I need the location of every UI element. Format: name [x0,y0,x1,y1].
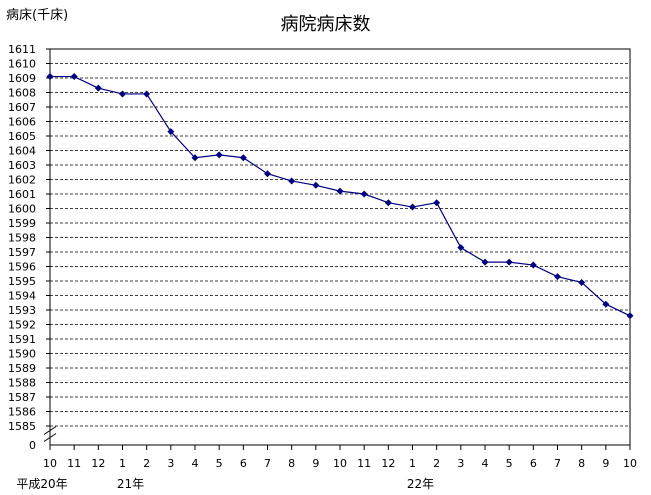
x-tick-label: 1 [409,457,416,470]
y-tick-label: 1590 [8,348,36,361]
y-tick-label: 1591 [8,333,36,346]
data-point [433,199,441,207]
x-tick-label: 2 [143,457,150,470]
y-tick-label: 1589 [8,362,36,375]
y-tick-label: 1606 [8,116,36,129]
era-label: 平成20年 [16,477,67,491]
x-tick-label: 11 [357,457,371,470]
y-tick-label: 1602 [8,174,36,187]
x-tick-label: 11 [67,457,81,470]
data-point [119,90,126,98]
data-point [457,244,465,252]
x-tick-label: 12 [381,457,395,470]
x-tick-label: 2 [433,457,440,470]
x-tick-label: 4 [192,457,199,470]
y-axis-unit-label: 病床(千床) [6,8,69,23]
x-tick-label: 9 [312,457,319,470]
chart-title: 病院病床数 [280,14,371,35]
data-point [288,177,296,185]
x-tick-label: 7 [554,457,561,470]
y-tick-label: 1596 [8,261,36,274]
data-point [94,84,102,92]
era-label: 21年 [117,477,144,491]
plot-area [49,48,631,446]
y-tick-label: 1598 [8,232,36,245]
y-tick-label: 0 [29,439,36,452]
data-point [578,278,586,286]
axis-break-mark [43,426,57,435]
x-tick-label: 8 [578,457,585,470]
x-tick-label: 7 [264,457,271,470]
era-label: 22年 [407,477,434,491]
y-tick-label: 1594 [8,290,36,303]
y-tick-label: 1600 [8,203,36,216]
x-tick-label: 10 [623,457,637,470]
series-line [50,75,631,317]
data-point [312,181,320,189]
y-tick-label: 1610 [8,58,36,71]
x-tick-label: 5 [216,457,223,470]
y-tick-label: 1585 [8,420,36,433]
data-point [143,90,151,98]
x-tick-label: 9 [602,457,609,470]
y-tick-label: 1586 [8,406,36,419]
data-point [336,187,344,195]
axis-break-mark [43,433,57,442]
data-point [239,154,247,162]
data-point [360,190,368,198]
x-tick-label: 12 [91,457,105,470]
data-point [626,312,634,320]
y-tick-label: 1595 [8,275,36,288]
y-tick-label: 1587 [8,391,36,404]
x-tick-label: 3 [167,457,174,470]
x-tick-label: 4 [482,457,489,470]
data-point [505,258,513,266]
y-tick-label: 1588 [8,377,36,390]
data-point [70,73,78,81]
data-point [529,261,537,269]
x-tick-label: 10 [333,457,347,470]
y-tick-label: 1611 [8,43,36,56]
data-point [46,73,54,81]
x-tick-label: 6 [530,457,537,470]
y-tick-label: 1607 [8,101,36,114]
x-tick-label: 3 [457,457,464,470]
data-point [191,154,199,162]
data-point [167,128,175,136]
data-point [409,203,416,211]
data-point [602,300,610,308]
data-point [264,170,271,178]
y-tick-label: 1608 [8,87,36,100]
data-point [554,273,561,281]
x-tick-label: 8 [288,457,295,470]
data-point [215,151,223,159]
y-tick-label: 1592 [8,319,36,332]
y-tick-label: 1599 [8,217,36,230]
y-tick-label: 1601 [8,188,36,201]
x-tick-label: 6 [240,457,247,470]
data-point [481,258,489,266]
data-point [384,199,392,207]
y-tick-label: 1605 [8,130,36,143]
x-tick-label: 10 [43,457,57,470]
x-tick-label: 1 [119,457,126,470]
y-tick-label: 1597 [8,246,36,259]
y-tick-label: 1603 [8,159,36,172]
x-tick-label: 5 [506,457,513,470]
y-tick-label: 1604 [8,145,36,158]
y-tick-label: 1593 [8,304,36,317]
y-tick-label: 1609 [8,72,36,85]
